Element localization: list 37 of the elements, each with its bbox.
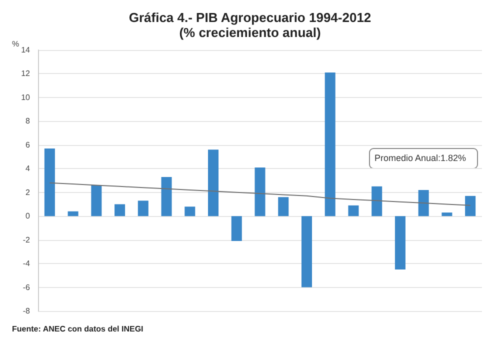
chart-subtitle: (% creciemiento anual) [179, 25, 321, 40]
bar [161, 176, 172, 216]
y-tick-label: 10 [21, 92, 31, 102]
y-tick-label: -4 [22, 259, 31, 268]
bar [91, 185, 102, 216]
line-series [49, 182, 471, 206]
bar [114, 204, 126, 216]
y-axis-title: % [12, 40, 20, 48]
bar [138, 200, 148, 216]
bar [301, 216, 312, 288]
y-tick-label: 6 [26, 140, 31, 150]
bar [68, 211, 78, 216]
y-tick-label: -8 [22, 306, 31, 316]
y-tick-label: -2 [22, 235, 31, 244]
bar [208, 150, 219, 216]
chart-title: Gráfica 4.- PIB Agropecuario 1994-2012 [128, 10, 372, 25]
annotation: Promedio Anual:1.82% [374, 153, 466, 163]
bar [394, 216, 406, 270]
bar [44, 148, 55, 216]
y-tick-label: -6 [22, 282, 31, 292]
bar [278, 197, 289, 216]
source-note: Fuente: ANEC con datos del INEGI [12, 324, 144, 334]
y-tick-label: 4 [26, 164, 31, 174]
y-tick-label: 14 [21, 46, 31, 54]
bar [324, 72, 336, 216]
y-tick-label: 12 [21, 69, 31, 78]
y-tick-label: 8 [26, 116, 31, 126]
y-tick-label: 2 [26, 188, 31, 197]
bar [231, 216, 242, 242]
bar [254, 167, 266, 216]
bar [348, 205, 359, 216]
bar [418, 190, 429, 216]
bar [442, 212, 452, 216]
bar [184, 206, 196, 216]
bar [372, 186, 382, 216]
y-tick-label: 0 [26, 212, 31, 221]
bar [465, 196, 476, 216]
